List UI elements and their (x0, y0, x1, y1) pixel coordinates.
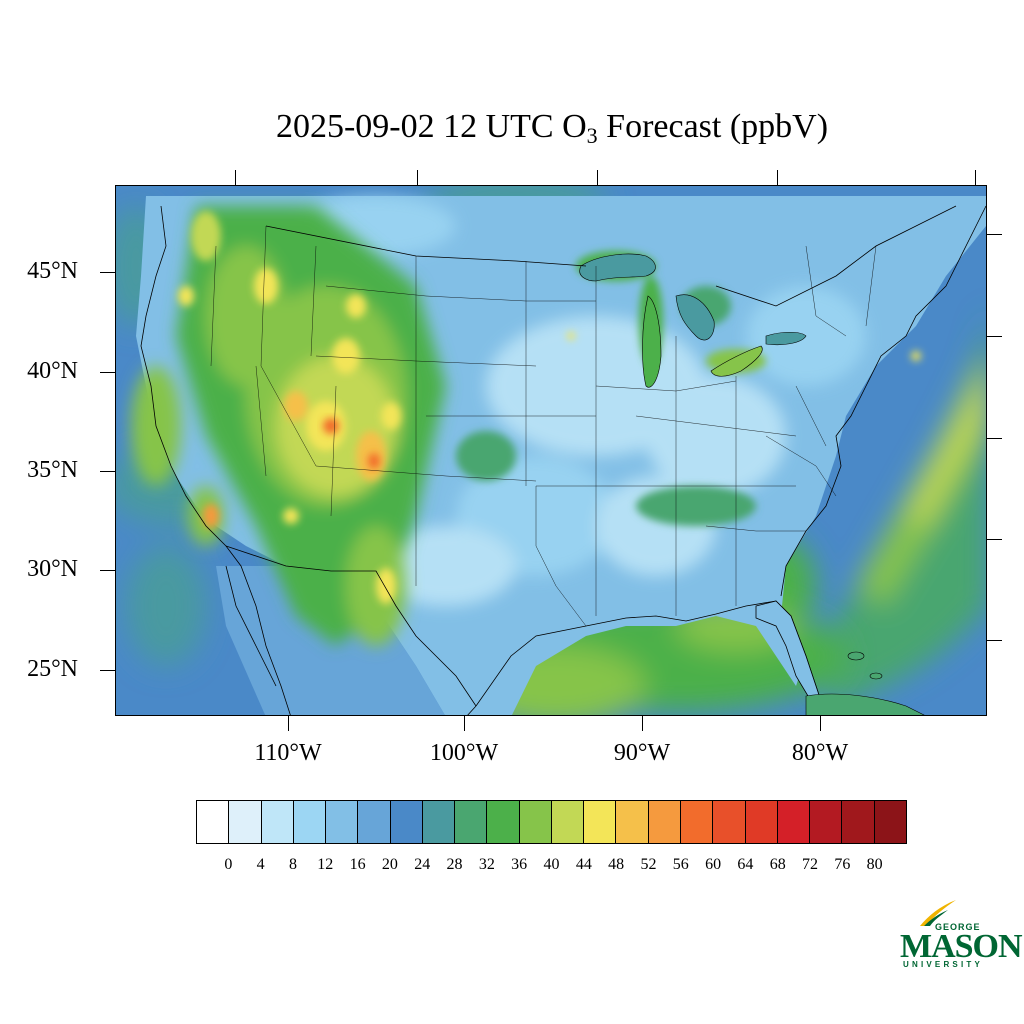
colorbar-label: 28 (446, 856, 463, 873)
colorbar-label: 16 (349, 856, 366, 873)
colorbar-cell (455, 801, 488, 843)
lon-label-100w: 100°W (429, 740, 499, 766)
colorbar-cell (584, 801, 617, 843)
map-title: 2025-09-02 12 UTC O3 Forecast (ppbV) (275, 108, 829, 148)
colorbar-label: 72 (802, 856, 819, 873)
colorbar-cell (197, 801, 230, 843)
colorbar-label: 36 (511, 856, 528, 873)
bottom-tick (642, 716, 643, 731)
colorbar-cell (358, 801, 391, 843)
ozone-map (115, 185, 987, 716)
right-tick (987, 438, 1002, 439)
colorbar-label: 8 (288, 856, 297, 873)
colorbar-label: 0 (224, 856, 233, 873)
colorbar-label: 68 (769, 856, 786, 873)
colorbar-label: 64 (737, 856, 754, 873)
colorbar-cell (487, 801, 520, 843)
east-coastline (780, 205, 986, 597)
colorbar-cell (390, 801, 423, 843)
top-tick (777, 170, 778, 185)
colorbar-cell (422, 801, 456, 843)
colorbar-label: 56 (672, 856, 689, 873)
west-coastline (140, 205, 291, 715)
colorbar-cell (713, 801, 746, 843)
colorbar-cell (261, 801, 294, 843)
colorbar-cell (648, 801, 681, 843)
left-tick (100, 670, 115, 671)
logo-university: UNIVERSITY (903, 960, 984, 969)
lat-label-30: 30°N (27, 556, 78, 582)
cuba (805, 693, 925, 715)
colorbar-label: 44 (575, 856, 592, 873)
top-tick (417, 170, 418, 185)
left-tick (100, 272, 115, 273)
right-tick (987, 234, 1002, 235)
right-tick (987, 539, 1002, 540)
right-tick (987, 640, 1002, 641)
right-tick (987, 336, 1002, 337)
left-tick (100, 570, 115, 571)
colorbar-label: 4 (256, 856, 265, 873)
colorbar-cell (745, 801, 778, 843)
colorbar-cell (616, 801, 649, 843)
lake-erie (710, 345, 763, 377)
colorbar-cell (229, 801, 262, 843)
us-mexico-border (225, 545, 477, 707)
colorbar-label: 76 (834, 856, 851, 873)
colorbar-label: 12 (317, 856, 334, 873)
lat-label-25: 25°N (27, 656, 78, 682)
top-tick (235, 170, 236, 185)
colorbar-label: 80 (866, 856, 883, 873)
colorbar-cell (551, 801, 585, 843)
lake-superior (579, 253, 656, 282)
lake-huron (675, 294, 715, 341)
bottom-tick (820, 716, 821, 731)
lake-ontario (765, 331, 807, 346)
left-tick (100, 372, 115, 373)
lon-label-90w: 90°W (613, 740, 671, 766)
colorbar-cell (842, 801, 875, 843)
top-tick (597, 170, 598, 185)
colorbar-label: 60 (705, 856, 722, 873)
bottom-tick (288, 716, 289, 731)
bottom-tick (464, 716, 465, 731)
colorbar-cell (519, 801, 552, 843)
lake-michigan (642, 295, 662, 388)
logo-george: GEORGE (935, 922, 981, 932)
top-tick (975, 170, 976, 185)
lat-label-35: 35°N (27, 457, 78, 483)
gmu-swoosh-icon (920, 900, 956, 926)
colorbar-cell (326, 801, 359, 843)
baja-coastline (225, 565, 277, 687)
colorbar-label: 48 (608, 856, 625, 873)
colorbar-cell (777, 801, 811, 843)
colorbar-label: 40 (543, 856, 560, 873)
colorbar (196, 800, 907, 844)
colorbar-cell (293, 801, 327, 843)
colorbar-label: 20 (381, 856, 398, 873)
colorbar-cell (810, 801, 843, 843)
lat-label-40: 40°N (27, 358, 78, 384)
mexico-east-coast (467, 705, 477, 715)
us-canada-border (265, 205, 957, 307)
logo-mason: MASON (900, 928, 1023, 965)
colorbar-label: 32 (478, 856, 495, 873)
colorbar-label: 52 (640, 856, 657, 873)
colorbar-label: 24 (414, 856, 431, 873)
left-tick (100, 471, 115, 472)
lon-label-80w: 80°W (791, 740, 849, 766)
lon-label-110w: 110°W (254, 740, 322, 766)
lat-label-45: 45°N (27, 258, 78, 284)
colorbar-cell (680, 801, 714, 843)
colorbar-cell (874, 801, 906, 843)
